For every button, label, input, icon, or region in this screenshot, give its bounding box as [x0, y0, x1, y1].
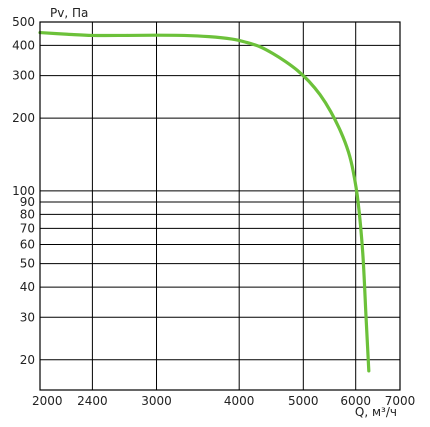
y-tick-label: 400	[12, 38, 35, 52]
x-tick-label: 7000	[385, 394, 416, 408]
y-tick-label: 60	[20, 238, 35, 252]
x-tick-label: 2000	[32, 394, 63, 408]
x-tick-label: 4000	[224, 394, 255, 408]
y-tick-label: 50	[20, 257, 35, 271]
x-tick-label: 2400	[77, 394, 108, 408]
plot-frame	[39, 21, 401, 391]
x-tick-label: 5000	[288, 394, 319, 408]
x-axis-label: Q, м³/ч	[355, 405, 397, 419]
y-tick-label: 100	[12, 184, 35, 198]
y-tick-label: 90	[20, 195, 35, 209]
series-line	[38, 30, 371, 373]
y-tick-label: 70	[20, 221, 35, 235]
y-tick-label: 300	[12, 69, 35, 83]
y-tick-label: 500	[12, 15, 35, 29]
series	[38, 30, 371, 373]
y-tick-label: 20	[20, 353, 35, 367]
x-tick-label: 6000	[340, 394, 371, 408]
y-tick-label: 30	[20, 310, 35, 324]
y-tick-label: 40	[20, 280, 35, 294]
y-axis-label: Pv, Па	[50, 6, 88, 20]
grid	[39, 21, 401, 390]
y-tick-label: 80	[20, 207, 35, 221]
y-tick-label: 200	[12, 111, 35, 125]
x-tick-label: 3000	[141, 394, 172, 408]
